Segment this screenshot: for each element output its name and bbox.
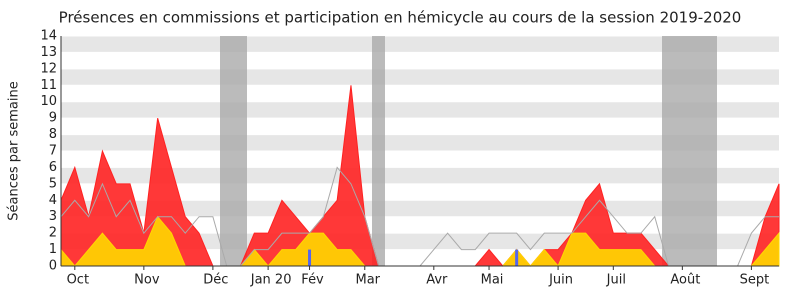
- x-tick-label: Mai: [481, 273, 504, 288]
- y-tick-label: 8: [49, 127, 57, 142]
- bar: [308, 249, 312, 266]
- x-tick-label: Août: [670, 273, 700, 288]
- y-tick-label: 12: [40, 61, 57, 76]
- bar: [515, 249, 519, 266]
- y-tick-label: 14: [40, 29, 57, 44]
- y-tick-label: 7: [49, 144, 57, 159]
- y-tick-label: 4: [49, 193, 57, 208]
- vacation-band: [372, 36, 385, 266]
- y-tick-label: 0: [49, 259, 57, 274]
- y-tick-label: 1: [49, 242, 57, 257]
- y-tick-label: 10: [40, 94, 57, 109]
- y-tick-label: 3: [49, 209, 57, 224]
- x-tick-label: Nov: [134, 273, 160, 288]
- y-tick-label: 9: [49, 111, 57, 126]
- y-tick-label: 13: [40, 45, 57, 60]
- y-tick-label: 2: [49, 226, 57, 241]
- x-tick-label: Avr: [426, 273, 448, 288]
- vacation-band: [662, 36, 717, 266]
- x-tick-label: Oct: [67, 273, 89, 288]
- x-tick-label: Fév: [301, 273, 324, 288]
- x-tick-label: Mar: [356, 273, 381, 288]
- x-tick-label: Juin: [548, 273, 573, 288]
- y-tick-label: 6: [49, 160, 57, 175]
- x-tick-label: Juil: [606, 273, 626, 288]
- x-tick-label: Déc: [203, 273, 228, 288]
- y-tick-label: 5: [49, 176, 57, 191]
- x-tick-label: Jan 20: [250, 273, 292, 288]
- chart-title: Présences en commissions et participatio…: [59, 9, 742, 27]
- x-tick-label: Sept: [740, 273, 770, 288]
- y-tick-label: 11: [40, 78, 57, 93]
- y-axis-label: Séances par semaine: [7, 81, 22, 220]
- vacation-band: [220, 36, 247, 266]
